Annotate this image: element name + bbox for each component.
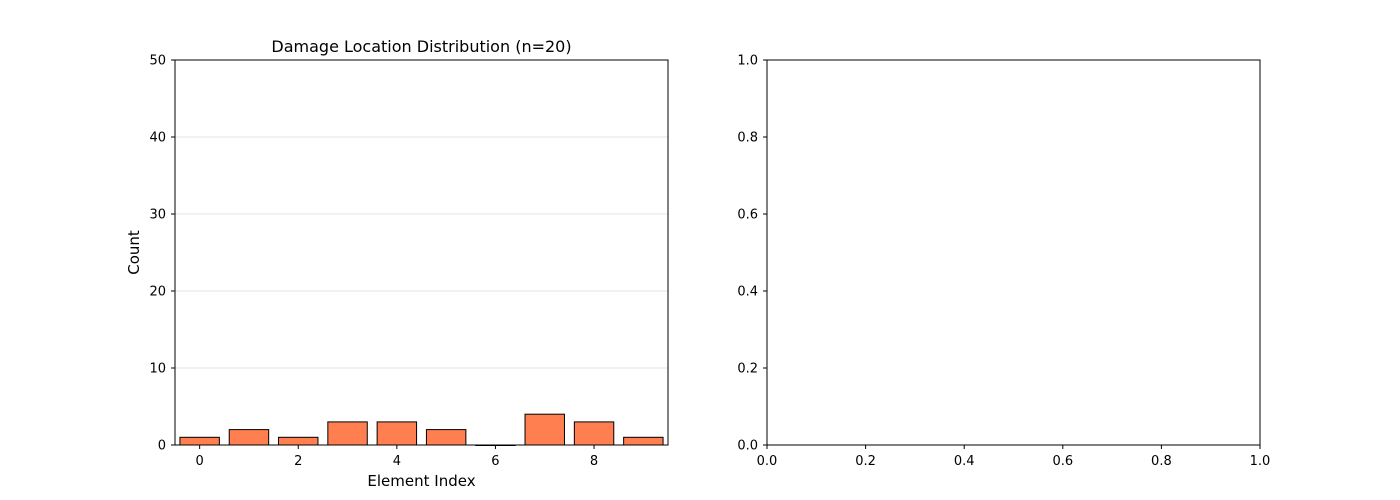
left-x-ticks: 0 2 4 6 8	[196, 445, 598, 469]
left-axes-frame	[174, 59, 669, 446]
y-tick-label: 20	[149, 285, 166, 300]
x-tick-label: 1.0	[1250, 454, 1271, 469]
right-axes-frame	[766, 59, 1261, 446]
x-tick-label: 0.4	[954, 454, 975, 469]
x-tick-label: 2	[294, 454, 302, 469]
bar	[179, 436, 220, 446]
y-tick-label: 50	[149, 54, 166, 69]
bar	[524, 413, 565, 446]
y-axis-title: Count	[125, 230, 143, 275]
right-y-ticks: 0.0 0.2 0.4 0.6 0.8 1.0	[737, 54, 767, 454]
x-tick-label: 4	[393, 454, 401, 469]
y-tick-label: 0.0	[737, 439, 758, 454]
bar	[278, 436, 319, 446]
x-axis-title: Element Index	[367, 472, 475, 490]
left-bars	[179, 413, 664, 446]
x-tick-label: 6	[491, 454, 499, 469]
y-tick-label: 0	[158, 439, 166, 454]
right-x-ticks: 0.0 0.2 0.4 0.6 0.8 1.0	[757, 445, 1271, 469]
bar	[228, 429, 270, 446]
left-y-ticks: 0 10 20 30 40 50	[149, 54, 175, 454]
x-tick-label: 0	[196, 454, 204, 469]
left-grid	[175, 136, 668, 369]
empty-chart: 0.0 0.2 0.4 0.6 0.8 1.0 0.0 0.2 0.4 0.6 0.8 1.0	[737, 54, 1270, 470]
y-tick-label: 0.4	[737, 285, 758, 300]
damage-location-chart: 0 2 4 6 8 0 10 20 30 40 50 Damage Location Distri…	[125, 37, 669, 490]
chart-title: Damage Location Distribution (n=20)	[271, 37, 571, 56]
y-tick-label: 1.0	[737, 54, 758, 69]
x-tick-label: 0.8	[1151, 454, 1172, 469]
bar	[623, 436, 664, 446]
bar	[376, 421, 418, 446]
bar	[425, 429, 467, 446]
y-tick-label: 30	[149, 208, 166, 223]
x-tick-label: 0.2	[855, 454, 876, 469]
x-tick-label: 0.0	[757, 454, 778, 469]
bar	[573, 421, 615, 446]
x-tick-label: 8	[590, 454, 598, 469]
x-tick-label: 0.6	[1052, 454, 1073, 469]
y-tick-label: 0.2	[737, 362, 758, 377]
bar	[327, 421, 368, 446]
y-tick-label: 40	[149, 131, 166, 146]
y-tick-label: 0.8	[737, 131, 758, 146]
y-tick-label: 10	[149, 362, 166, 377]
y-tick-label: 0.6	[737, 208, 758, 223]
